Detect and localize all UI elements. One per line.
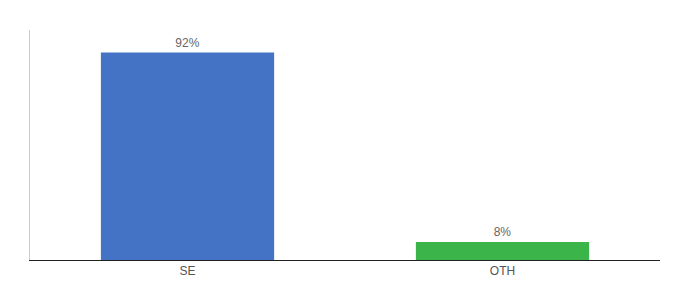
svg-text:92%: 92% (175, 36, 199, 50)
svg-text:SE: SE (179, 264, 195, 278)
svg-text:8%: 8% (494, 225, 512, 239)
svg-text:OTH: OTH (490, 264, 515, 278)
